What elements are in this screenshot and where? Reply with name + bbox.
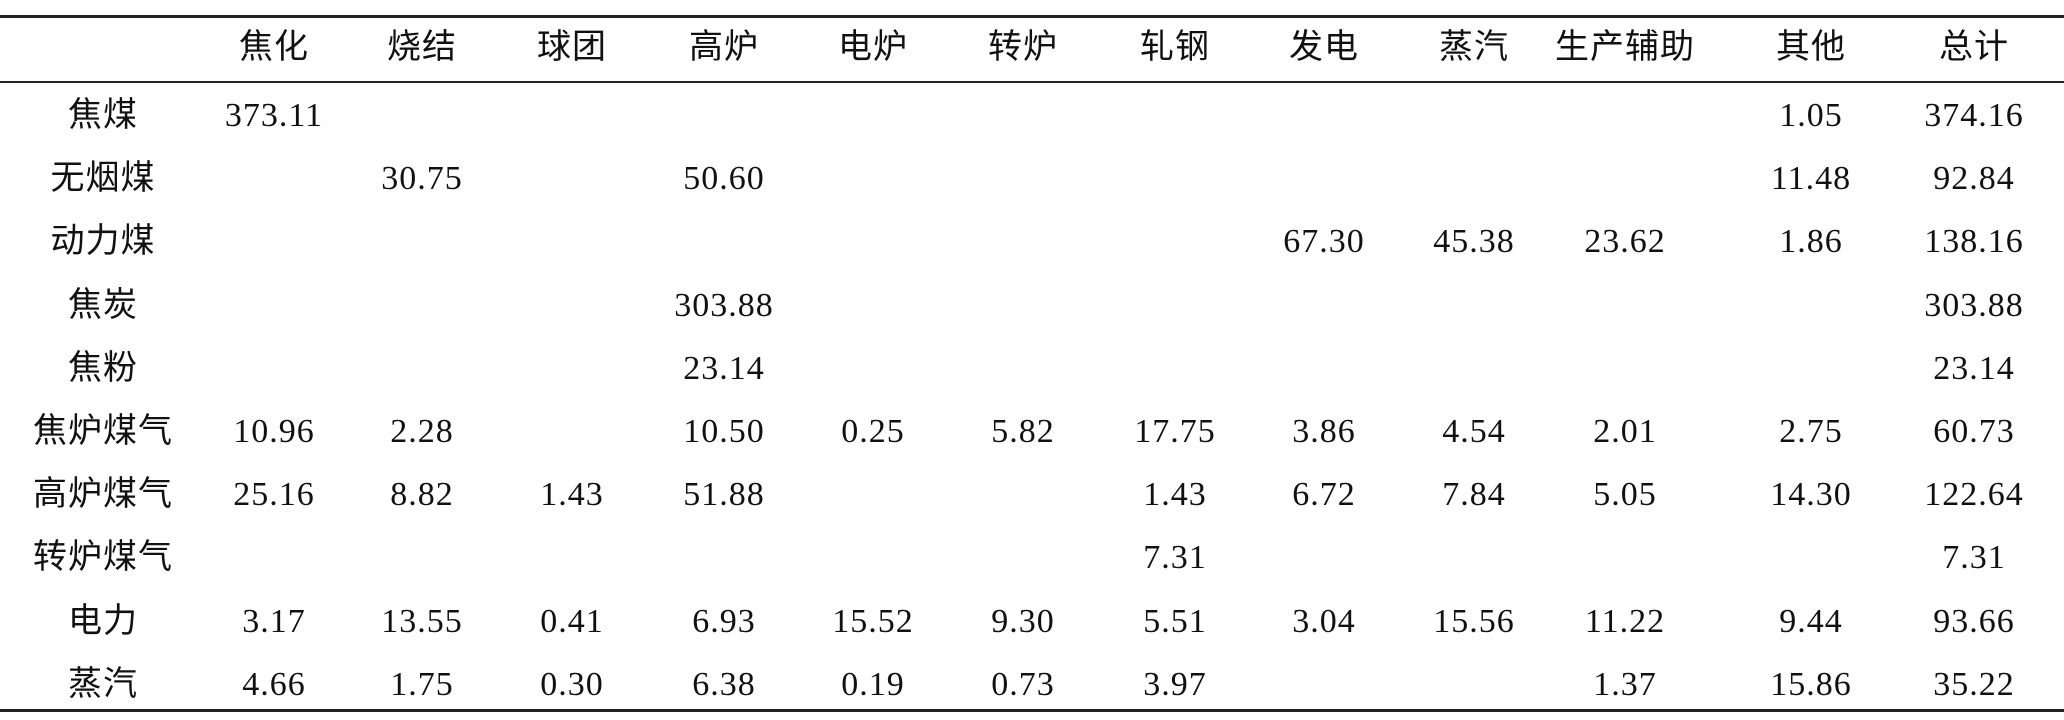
table-cell: 67.30: [1283, 223, 1365, 261]
table-cell: 3.04: [1292, 602, 1356, 640]
table-cell: 51.88: [683, 476, 765, 514]
table-cell: 0.73: [991, 665, 1055, 703]
table-cell: 8.82: [390, 476, 454, 514]
column-header: 高炉: [689, 29, 759, 66]
table-cell: 9.44: [1779, 602, 1843, 640]
table-cell: 5.05: [1593, 476, 1657, 514]
column-header: 总计: [1939, 29, 2009, 66]
header-rule: [0, 81, 2064, 83]
column-header: 烧结: [387, 29, 457, 66]
column-header: 电炉: [838, 29, 908, 66]
table-cell: 6.72: [1292, 476, 1356, 514]
column-header: 轧钢: [1140, 29, 1210, 66]
table-cell: 3.97: [1143, 665, 1207, 703]
table-cell: 25.16: [233, 476, 315, 514]
table-cell: 23.62: [1584, 223, 1666, 261]
table-cell: 35.22: [1933, 665, 2015, 703]
column-header: 焦化: [239, 29, 309, 66]
table-cell: 5.82: [991, 413, 1055, 450]
table-cell: 2.01: [1593, 413, 1657, 450]
table-cell: 303.88: [1924, 286, 2024, 324]
table-cell: 60.73: [1933, 413, 2015, 450]
table-cell: 1.86: [1779, 223, 1843, 261]
table-cell: 4.54: [1442, 413, 1506, 450]
table-cell: 7.31: [1942, 539, 2006, 577]
row-label: 动力煤: [50, 223, 156, 261]
table-cell: 15.52: [832, 602, 914, 640]
column-header: 生产辅助: [1555, 29, 1695, 66]
row-label: 焦炉煤气: [33, 413, 173, 450]
column-header: 转炉: [988, 29, 1058, 66]
table-cell: 11.22: [1584, 602, 1666, 640]
table-cell: 373.11: [224, 97, 324, 134]
table-cell: 2.75: [1779, 413, 1843, 450]
table-cell: 92.84: [1933, 160, 2015, 198]
row-label: 高炉煤气: [33, 476, 173, 514]
table-cell: 1.43: [1143, 476, 1207, 514]
table-cell: 3.17: [242, 602, 306, 640]
table-cell: 6.38: [692, 665, 756, 703]
table-cell: 11.48: [1770, 160, 1852, 198]
table-cell: 6.93: [692, 602, 756, 640]
table-cell: 7.31: [1143, 539, 1207, 577]
table-cell: 0.41: [540, 602, 604, 640]
table-cell: 303.88: [674, 286, 774, 324]
table-cell: 122.64: [1924, 476, 2024, 514]
column-header: 其他: [1776, 29, 1846, 66]
bottom-rule: [0, 709, 2064, 712]
column-header: 球团: [537, 29, 607, 66]
table-cell: 15.56: [1433, 602, 1515, 640]
table-cell: 0.25: [841, 413, 905, 450]
table-cell: 1.05: [1779, 97, 1843, 134]
row-label: 焦粉: [68, 349, 138, 387]
top-rule: [0, 15, 2064, 18]
table-cell: 0.19: [841, 665, 905, 703]
table-cell: 14.30: [1770, 476, 1852, 514]
table-cell: 2.28: [390, 413, 454, 450]
table-cell: 138.16: [1924, 223, 2024, 261]
table-cell: 1.37: [1593, 665, 1657, 703]
table-cell: 10.50: [683, 413, 765, 450]
row-label: 无烟煤: [50, 160, 156, 198]
table-cell: 23.14: [683, 349, 765, 387]
table-cell: 10.96: [233, 413, 315, 450]
table-cell: 9.30: [991, 602, 1055, 640]
table-cell: 93.66: [1933, 602, 2015, 640]
column-header: 蒸汽: [1439, 29, 1509, 66]
table-cell: 1.75: [390, 665, 454, 703]
table-cell: 15.86: [1770, 665, 1852, 703]
table-cell: 45.38: [1433, 223, 1515, 261]
table-cell: 30.75: [381, 160, 463, 198]
table-cell: 5.51: [1143, 602, 1207, 640]
row-label: 转炉煤气: [33, 539, 173, 577]
row-label: 焦煤: [68, 97, 138, 134]
row-label: 蒸汽: [68, 665, 138, 703]
table-cell: 13.55: [381, 602, 463, 640]
table-cell: 1.43: [540, 476, 604, 514]
table-cell: 4.66: [242, 665, 306, 703]
table-cell: 17.75: [1134, 413, 1216, 450]
table-cell: 3.86: [1292, 413, 1356, 450]
table-cell: 23.14: [1933, 349, 2015, 387]
table-cell: 374.16: [1924, 97, 2024, 134]
column-header: 发电: [1289, 29, 1359, 66]
row-label: 焦炭: [68, 286, 138, 324]
row-label: 电力: [68, 602, 138, 640]
table-cell: 50.60: [683, 160, 765, 198]
table-cell: 7.84: [1442, 476, 1506, 514]
table-cell: 0.30: [540, 665, 604, 703]
